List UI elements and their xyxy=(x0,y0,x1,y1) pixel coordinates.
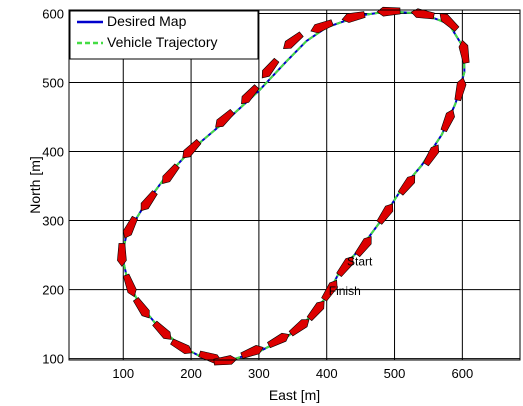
vehicle-marker xyxy=(152,320,172,340)
vehicle-marker xyxy=(454,77,467,102)
vehicle-marker xyxy=(122,273,137,298)
vehicle-marker xyxy=(261,57,280,79)
vehicle-marker xyxy=(170,338,193,355)
marker-layer xyxy=(117,6,470,366)
vehicle-marker xyxy=(397,174,416,196)
vehicle-marker xyxy=(341,11,366,23)
vehicle-marker xyxy=(215,108,235,128)
vehicle-marker xyxy=(376,203,394,225)
x-tick-label: 600 xyxy=(452,366,474,381)
legend-label-vehicle-trajectory: Vehicle Trajectory xyxy=(107,34,218,50)
y-tick-label: 300 xyxy=(42,214,64,229)
x-ticks: 100 200 300 400 500 600 xyxy=(112,366,473,381)
y-tick-label: 600 xyxy=(42,6,64,21)
annotations: Start Finish xyxy=(329,254,373,298)
vehicle-marker xyxy=(336,256,354,278)
y-tick-label: 200 xyxy=(42,283,64,298)
x-tick-label: 500 xyxy=(384,366,406,381)
vehicle-marker xyxy=(241,84,260,105)
vehicle-marker xyxy=(310,19,334,34)
vehicle-marker xyxy=(182,139,202,159)
annotation-finish: Finish xyxy=(329,284,361,298)
x-tick-label: 300 xyxy=(248,366,270,381)
x-tick-label: 400 xyxy=(316,366,338,381)
vehicle-marker xyxy=(122,215,138,239)
vehicle-marker xyxy=(321,279,338,302)
vehicle-marker xyxy=(132,297,150,319)
vehicle-marker xyxy=(440,109,455,133)
vehicle-marker xyxy=(354,236,372,258)
annotation-start: Start xyxy=(347,254,373,268)
x-tick-label: 100 xyxy=(112,366,134,381)
vehicle-marker xyxy=(458,39,470,64)
legend-box xyxy=(69,10,259,60)
y-tick-label: 400 xyxy=(42,145,64,160)
y-tick-label: 100 xyxy=(42,352,64,367)
vehicle-marker xyxy=(162,163,180,184)
plot-frame xyxy=(68,9,521,361)
vehicle-marker xyxy=(140,190,158,212)
vehicle-marker xyxy=(306,300,325,322)
vehicle-marker xyxy=(117,243,127,267)
x-axis-label: East [m] xyxy=(269,387,320,403)
y-axis-label: North [m] xyxy=(27,156,43,214)
vehicle-marker xyxy=(240,345,264,359)
legend-label-desired-map: Desired Map xyxy=(107,13,187,29)
vehicle-marker xyxy=(439,13,460,32)
vehicle-marker xyxy=(288,319,310,337)
vehicle-marker xyxy=(422,144,440,167)
vehicle-marker xyxy=(283,31,304,49)
x-tick-label: 200 xyxy=(180,366,202,381)
y-tick-label: 500 xyxy=(42,75,64,90)
y-ticks: 100 200 300 400 500 600 xyxy=(42,6,64,366)
plot-background xyxy=(69,10,520,360)
vehicle-marker xyxy=(267,332,290,349)
legend: Desired Map Vehicle Trajectory xyxy=(69,10,259,60)
